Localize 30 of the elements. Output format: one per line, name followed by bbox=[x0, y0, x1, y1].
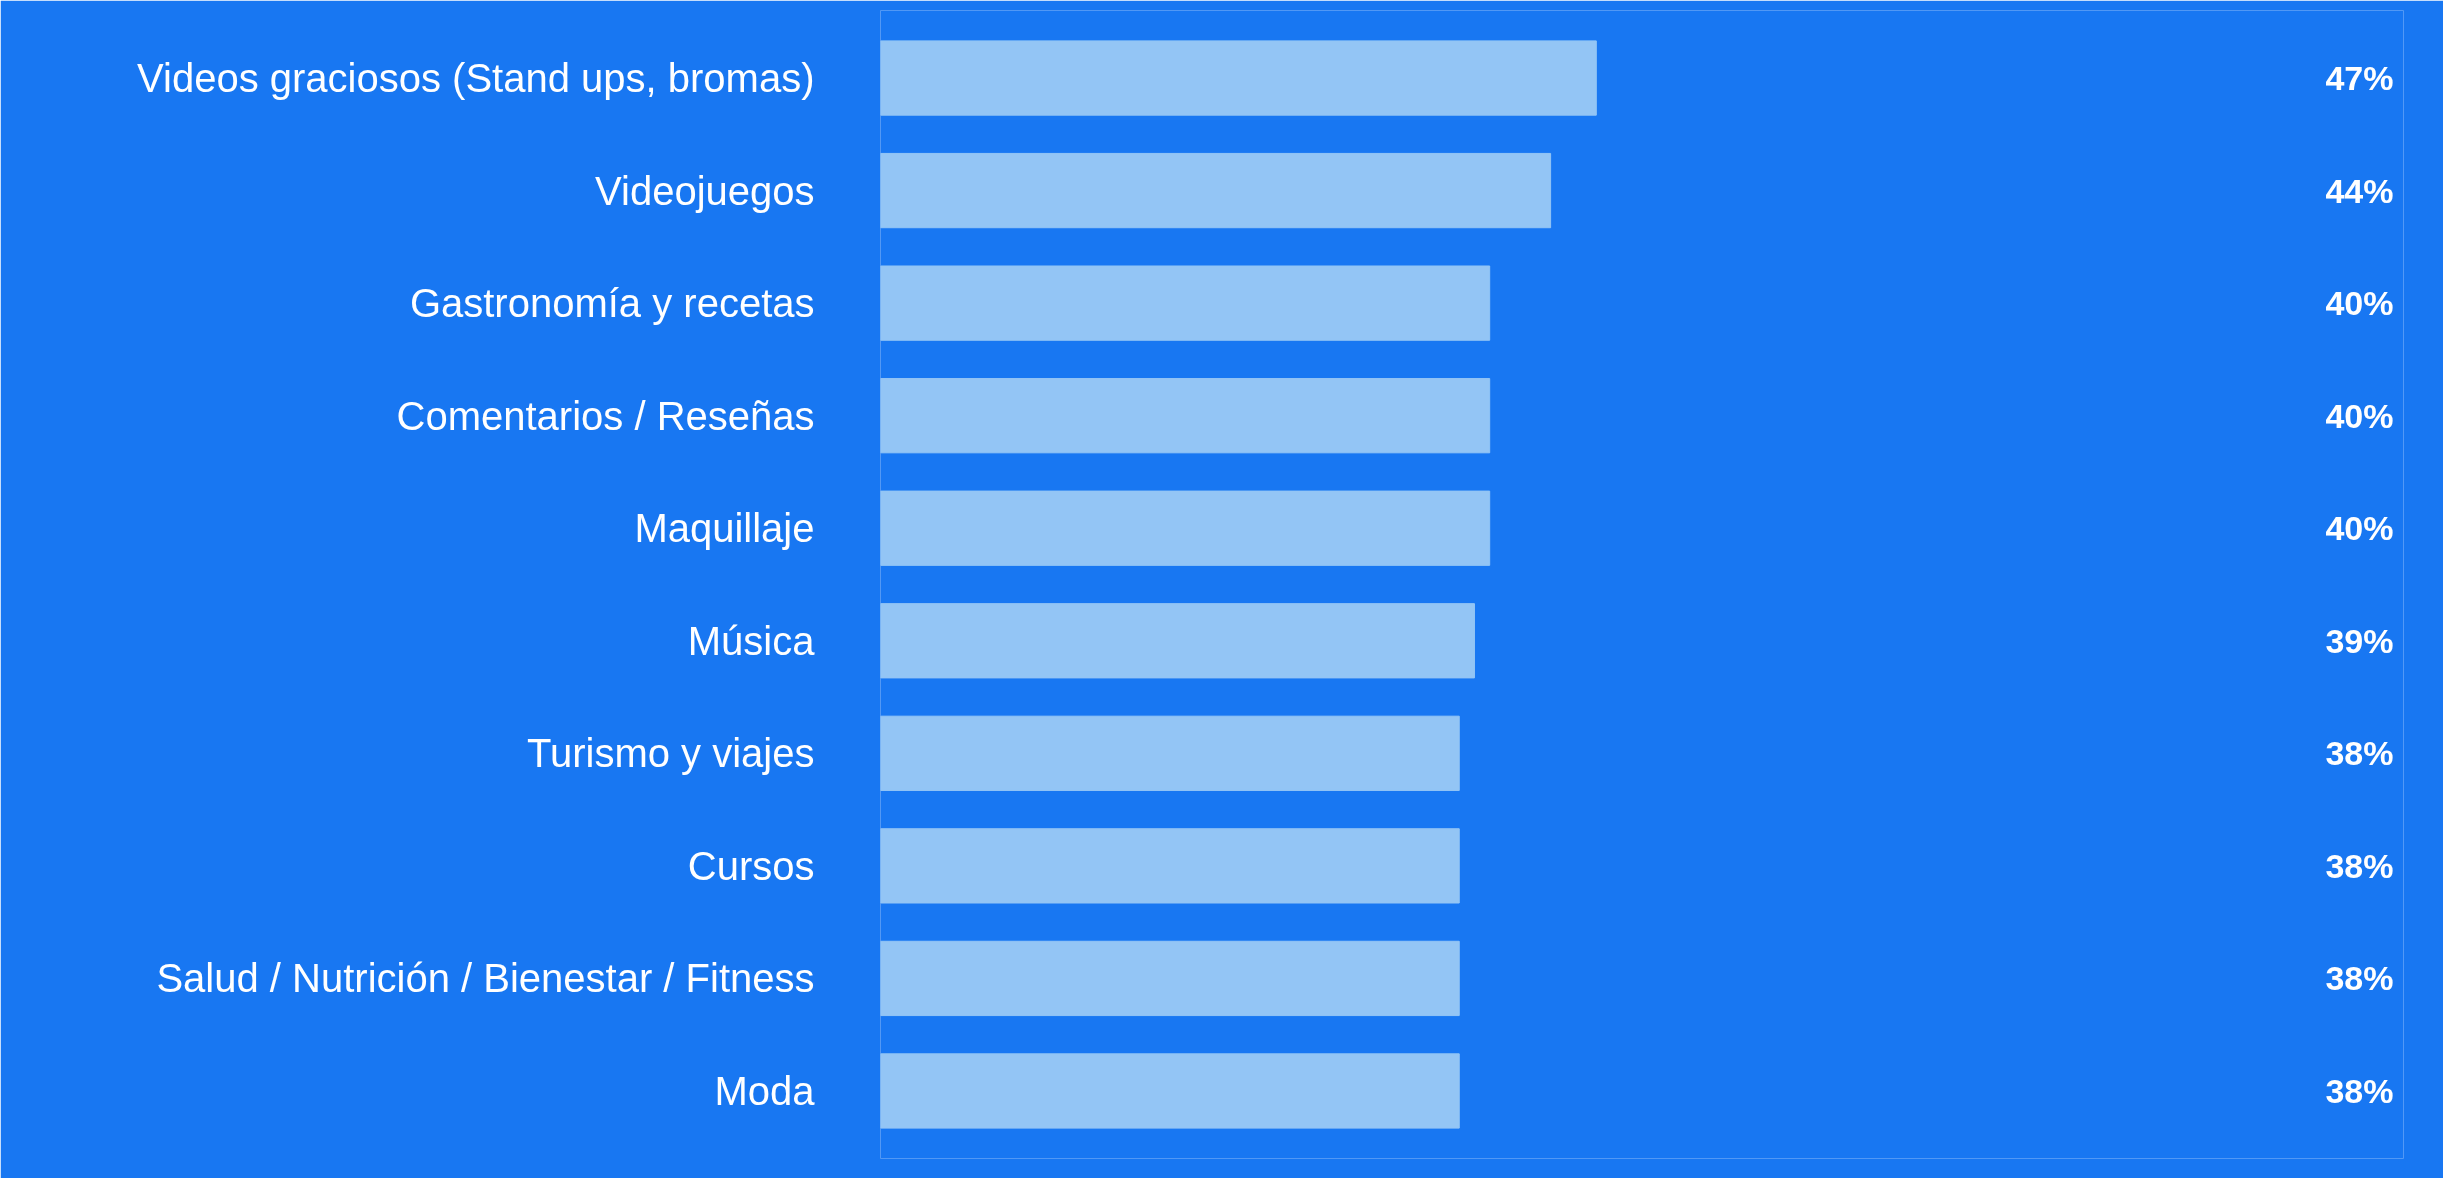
bar bbox=[880, 265, 1491, 341]
y-tick-label: Gastronomía y recetas bbox=[409, 281, 815, 326]
data-label: 38% bbox=[2325, 959, 2394, 998]
bar bbox=[880, 828, 1460, 904]
bar bbox=[880, 490, 1491, 566]
bar bbox=[880, 378, 1491, 454]
data-label: 40% bbox=[2325, 509, 2394, 548]
data-label: 38% bbox=[2325, 1071, 2394, 1110]
bar bbox=[880, 1053, 1460, 1129]
bar bbox=[880, 40, 1597, 116]
data-label: 40% bbox=[2325, 284, 2394, 323]
data-label: 40% bbox=[2325, 396, 2394, 435]
bar bbox=[880, 715, 1460, 791]
y-tick-label: Turismo y viajes bbox=[527, 731, 815, 776]
bar bbox=[880, 940, 1460, 1017]
bar bbox=[880, 152, 1552, 229]
bar bbox=[880, 603, 1475, 679]
y-tick-label: Videojuegos bbox=[595, 168, 815, 213]
y-tick-label: Comentarios / Reseñas bbox=[396, 393, 815, 438]
data-label: 38% bbox=[2325, 734, 2394, 773]
y-tick-label: Música bbox=[687, 618, 816, 663]
y-tick-label: Maquillaje bbox=[634, 506, 815, 551]
y-tick-label: Cursos bbox=[687, 843, 815, 888]
data-label: 44% bbox=[2325, 171, 2394, 210]
data-label: 38% bbox=[2325, 846, 2394, 885]
data-label: 47% bbox=[2325, 59, 2394, 98]
data-label: 39% bbox=[2325, 621, 2394, 660]
y-tick-label: Videos graciosos (Stand ups, bromas) bbox=[137, 56, 815, 101]
y-tick-label: Moda bbox=[714, 1068, 816, 1113]
y-tick-label: Salud / Nutrición / Bienestar / Fitness bbox=[156, 956, 815, 1001]
